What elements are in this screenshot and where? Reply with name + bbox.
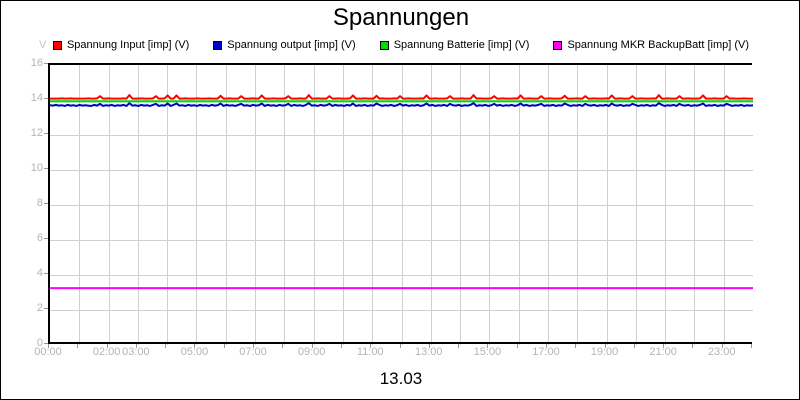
- x-tick-mark: [136, 344, 137, 348]
- x-tick-mark: [458, 344, 459, 348]
- y-tick-label: 10: [30, 161, 43, 174]
- legend-item-label: Spannung MKR BackupBatt [imp] (V): [567, 39, 750, 51]
- x-tick-label: 17:00: [532, 346, 560, 358]
- x-tick-mark: [341, 344, 342, 348]
- y-tick-mark: [44, 343, 48, 344]
- x-tick-mark: [107, 344, 108, 348]
- legend-swatch-icon: [553, 40, 563, 50]
- y-tick-mark: [44, 133, 48, 134]
- x-tick-mark: [751, 344, 752, 348]
- y-axis-tick-labels: 0 2 4 6 8 10 12 14 16: [21, 57, 43, 348]
- x-tick-mark: [253, 344, 254, 348]
- legend-item[interactable]: Spannung Input [imp] (V): [52, 39, 190, 51]
- x-tick-mark: [517, 344, 518, 348]
- x-tick-mark: [429, 344, 430, 348]
- y-tick-label: 14: [30, 91, 43, 104]
- x-axis-tick-labels: 00:00 02:00 03:00 05:00 07:00 09:00 11:00 13:00…: [34, 346, 751, 362]
- legend-swatch-icon: [213, 40, 223, 50]
- y-axis-unit-label: V: [39, 39, 47, 51]
- x-tick-mark: [165, 344, 166, 348]
- y-tick-label: 4: [36, 266, 43, 279]
- chart-title: Spannungen: [332, 4, 470, 31]
- x-tick-label: 07:00: [239, 346, 267, 358]
- x-tick-mark: [400, 344, 401, 348]
- x-tick-label: 13:00: [415, 346, 443, 358]
- x-tick-mark: [194, 344, 195, 348]
- legend-item-label: Spannung Input [imp] (V): [66, 39, 190, 51]
- y-tick-label: 6: [36, 231, 43, 244]
- x-tick-mark: [312, 344, 313, 348]
- x-tick-mark: [722, 344, 723, 348]
- y-tick-mark: [44, 98, 48, 99]
- x-tick-mark: [575, 344, 576, 348]
- plot-top-right-cap: [750, 63, 752, 65]
- y-tick-mark: [44, 273, 48, 274]
- x-tick-mark: [487, 344, 488, 348]
- legend-item-label: Spannung Batterie [imp] (V): [393, 39, 530, 51]
- y-tick-mark: [44, 238, 48, 239]
- x-axis-title: 13.03: [379, 369, 423, 388]
- legend-item[interactable]: Spannung Batterie [imp] (V): [379, 39, 530, 51]
- x-tick-label: 03:00: [122, 346, 150, 358]
- x-tick-label: 11:00: [356, 346, 384, 358]
- plot-area: [48, 63, 753, 345]
- chart-legend: Spannung Input [imp] (V) Spannung output…: [1, 36, 799, 54]
- x-tick-mark: [77, 344, 78, 348]
- legend-item[interactable]: Spannung MKR BackupBatt [imp] (V): [553, 39, 749, 51]
- x-tick-mark: [546, 344, 547, 348]
- y-tick-label: 0: [36, 336, 43, 349]
- x-tick-label: 00:00: [34, 346, 62, 358]
- x-tick-mark: [634, 344, 635, 348]
- x-tick-label: 23:00: [707, 346, 736, 358]
- x-tick-mark: [370, 344, 371, 348]
- y-tick-mark: [44, 203, 48, 204]
- y-tick-label: 16: [30, 56, 43, 69]
- y-tick-label: 2: [36, 301, 43, 314]
- legend-swatch-icon: [52, 40, 62, 50]
- y-tick-mark: [44, 168, 48, 169]
- data-series-lines: [50, 94, 753, 290]
- x-axis-line: [48, 342, 752, 344]
- x-tick-mark: [282, 344, 283, 348]
- x-tick-mark: [663, 344, 664, 348]
- x-tick-mark: [48, 344, 49, 348]
- x-tick-label: 02:00: [92, 346, 121, 358]
- x-tick-label: 19:00: [590, 346, 619, 358]
- x-tick-mark: [605, 344, 606, 348]
- legend-item[interactable]: Spannung output [imp] (V): [213, 39, 356, 51]
- x-tick-mark: [692, 344, 693, 348]
- x-tick-label: 15:00: [473, 346, 502, 358]
- x-tick-label: 09:00: [297, 346, 326, 358]
- y-tick-mark: [44, 308, 48, 309]
- x-tick-mark: [224, 344, 225, 348]
- y-tick-mark: [44, 63, 48, 64]
- legend-item-label: Spannung output [imp] (V): [227, 39, 356, 51]
- y-tick-label: 12: [30, 126, 43, 139]
- x-tick-label: 05:00: [180, 346, 209, 358]
- legend-swatch-icon: [379, 40, 389, 50]
- x-tick-label: 21:00: [649, 346, 677, 358]
- y-tick-label: 8: [36, 196, 43, 209]
